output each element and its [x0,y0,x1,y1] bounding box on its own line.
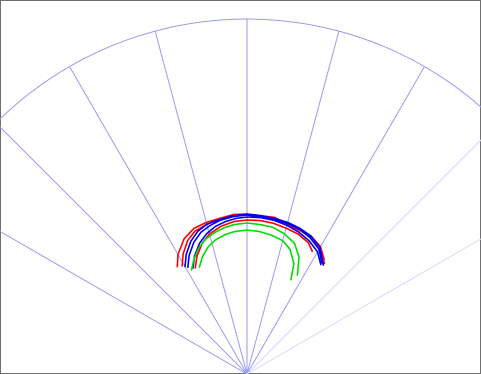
outer-arc-segment-4 [246,18,340,32]
series-line-7 [198,229,295,281]
radial-grid-line-5 [246,30,340,374]
polar-grid [0,18,481,374]
outer-arc-segment-6 [424,66,481,108]
outer-arc-segment-1 [0,66,70,120]
series-line-3 [184,213,325,268]
outer-arc-segment-3 [154,18,248,32]
series-line-6 [190,222,300,276]
radial-grid-line-6 [246,66,425,374]
radial-grid-line-8 [246,238,481,374]
series-line-0 [176,213,325,268]
series-line-4 [187,214,323,269]
radial-grid-line-1 [0,126,248,374]
radial-grid-line-0 [0,230,248,374]
outer-arc-segment-5 [338,30,425,67]
outer-arc-segment-2 [69,30,156,67]
series-line-5 [192,216,322,269]
radial-grid-line-7 [246,139,481,374]
radial-grid-line-3 [154,30,248,374]
series-layer [176,213,326,281]
radial-grid-line-2 [69,66,248,374]
